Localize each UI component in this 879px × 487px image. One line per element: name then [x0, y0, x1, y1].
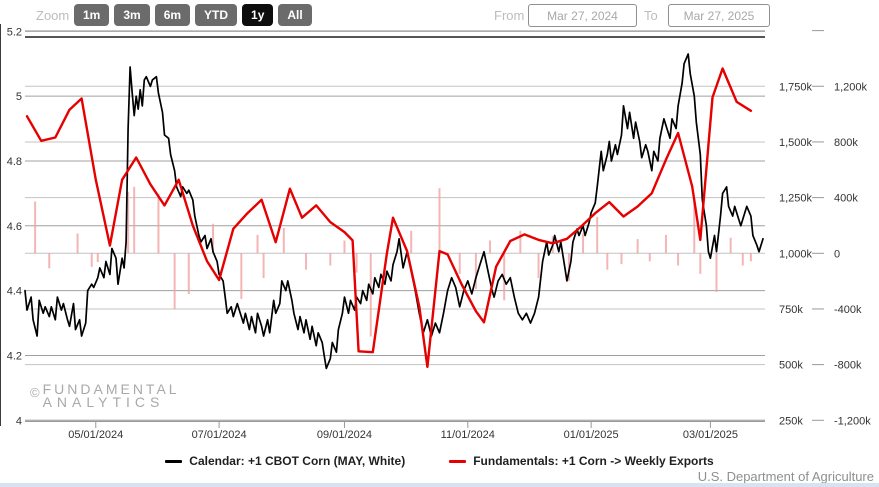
- svg-text:1,500k: 1,500k: [779, 137, 813, 149]
- svg-text:05/01/2024: 05/01/2024: [68, 429, 123, 441]
- svg-text:11/01/2024: 11/01/2024: [441, 429, 495, 441]
- svg-text:07/01/2024: 07/01/2024: [192, 429, 247, 441]
- range-buttons: 1m 3m 6m YTD 1y All: [74, 4, 312, 26]
- svg-text:1,250k: 1,250k: [779, 193, 813, 205]
- svg-text:250k: 250k: [779, 415, 803, 427]
- svg-text:4: 4: [16, 415, 22, 427]
- range-button-all[interactable]: All: [278, 4, 312, 26]
- svg-text:4.8: 4.8: [7, 156, 22, 168]
- legend-item-fundamentals[interactable]: Fundamentals: +1 Corn -> Weekly Exports: [449, 454, 714, 468]
- svg-text:4.4: 4.4: [7, 286, 22, 298]
- to-label: To: [644, 8, 658, 23]
- legend-marker-black-line: [165, 459, 183, 463]
- bottom-strip: [0, 483, 879, 487]
- svg-text:4.2: 4.2: [7, 350, 22, 362]
- svg-text:01/01/2025: 01/01/2025: [564, 429, 619, 441]
- chart-plot-area[interactable]: 05/01/2024 07/01/2024 09/01/2024 11/01/2024…: [0, 0, 879, 450]
- fundamental-analytics-watermark: © FUNDAMENTAL ANALYTICS: [30, 381, 180, 410]
- svg-text:750k: 750k: [779, 304, 803, 316]
- watermark-line1: FUNDAMENTAL: [42, 381, 180, 397]
- to-date-input[interactable]: [668, 4, 770, 27]
- svg-text:1,750k: 1,750k: [779, 81, 813, 93]
- legend-item-calendar[interactable]: Calendar: +1 CBOT Corn (MAY, White): [165, 454, 405, 468]
- svg-text:1,000k: 1,000k: [779, 248, 813, 260]
- copyright-icon: ©: [30, 385, 40, 400]
- svg-text:-1,200k: -1,200k: [834, 415, 871, 427]
- range-button-6m[interactable]: 6m: [154, 4, 191, 26]
- window-left-edge: [0, 24, 1, 426]
- svg-text:500k: 500k: [779, 360, 803, 372]
- range-button-1m[interactable]: 1m: [74, 4, 110, 26]
- svg-text:1,200k: 1,200k: [834, 81, 868, 93]
- zoom-label: Zoom: [36, 8, 70, 23]
- svg-text:4.6: 4.6: [7, 221, 22, 233]
- svg-text:5: 5: [16, 91, 22, 103]
- watermark-line2: ANALYTICS: [42, 394, 165, 410]
- chart-legend: Calendar: +1 CBOT Corn (MAY, White) Fund…: [0, 454, 879, 468]
- svg-text:09/01/2024: 09/01/2024: [317, 429, 372, 441]
- from-label: From: [494, 8, 525, 23]
- legend-label-calendar: Calendar: +1 CBOT Corn (MAY, White): [189, 454, 406, 468]
- svg-text:-400k: -400k: [834, 304, 862, 316]
- svg-text:5.2: 5.2: [7, 26, 22, 38]
- svg-text:0: 0: [834, 248, 840, 260]
- svg-text:03/01/2025: 03/01/2025: [683, 429, 738, 441]
- svg-text:-800k: -800k: [834, 360, 862, 372]
- legend-marker-red-line: [449, 459, 467, 463]
- attribution-text: U.S. Department of Agriculture: [697, 469, 874, 484]
- legend-label-fundamentals: Fundamentals: +1 Corn -> Weekly Exports: [473, 454, 714, 468]
- range-button-ytd[interactable]: YTD: [195, 4, 238, 26]
- from-date-input[interactable]: [528, 4, 637, 27]
- svg-text:400k: 400k: [834, 193, 858, 205]
- svg-text:800k: 800k: [834, 137, 858, 149]
- range-button-3m[interactable]: 3m: [114, 4, 150, 26]
- range-button-1y[interactable]: 1y: [242, 4, 274, 26]
